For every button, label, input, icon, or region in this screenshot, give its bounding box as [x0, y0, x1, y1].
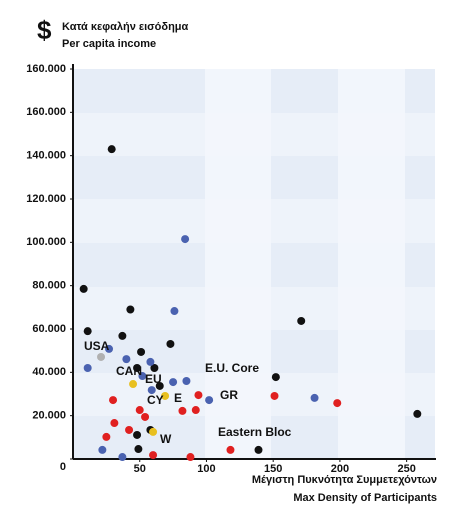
point — [166, 339, 175, 348]
point — [135, 406, 144, 415]
point — [146, 357, 155, 366]
point — [98, 445, 107, 454]
band — [73, 373, 435, 416]
point — [181, 235, 190, 244]
point — [310, 393, 319, 402]
point — [137, 347, 146, 356]
annotation: Eastern Bloc — [218, 425, 292, 439]
x-tick-label: 150 — [264, 463, 282, 475]
y-tick-label: 60.000 — [32, 323, 66, 335]
point — [170, 307, 179, 316]
point — [149, 427, 158, 436]
annotation: USA — [84, 339, 110, 353]
annotation: CAN — [116, 364, 142, 378]
point — [105, 344, 114, 353]
point — [126, 305, 135, 314]
y-tick-label: 0 — [60, 461, 66, 473]
point — [79, 284, 88, 293]
x-tick-label: 50 — [134, 463, 146, 475]
chart-subtitle: Per capita income — [62, 38, 156, 50]
point — [149, 451, 158, 460]
annotation: CY — [147, 393, 164, 407]
point — [118, 453, 127, 462]
point — [178, 406, 187, 415]
x-tick-label: 200 — [331, 463, 349, 475]
point — [109, 396, 118, 405]
x-axis-label: Μέγιστη Πυκνότητα Συμμετεχόντων — [252, 474, 437, 486]
annotation: EU — [145, 372, 162, 386]
annotation: E — [174, 391, 182, 405]
point — [129, 380, 138, 389]
point — [333, 399, 342, 408]
y-tick-label: 160.000 — [26, 63, 66, 75]
point — [254, 445, 263, 454]
point — [182, 377, 191, 385]
band — [73, 113, 435, 156]
y-tick-label: 160.000 — [26, 106, 66, 118]
point — [150, 364, 159, 372]
y-tick-label: 100.000 — [26, 236, 66, 248]
point — [118, 331, 127, 340]
point — [169, 378, 178, 387]
chart-title: Κατά κεφαλήν εισόδημα — [62, 21, 189, 33]
y-tick-label: 40.000 — [32, 366, 66, 378]
point — [122, 355, 131, 364]
point — [83, 327, 92, 336]
y-tick-label: 120.000 — [26, 193, 66, 205]
point — [413, 409, 422, 418]
annotation: GR — [220, 388, 238, 402]
point — [110, 419, 119, 428]
x-axis-label: Max Density of Participants — [293, 492, 437, 504]
point — [194, 391, 203, 400]
point — [226, 445, 235, 454]
point — [186, 453, 195, 462]
point — [83, 364, 92, 372]
annotation: W — [160, 432, 172, 446]
point — [134, 445, 143, 454]
point — [205, 396, 214, 405]
point — [102, 432, 111, 441]
annotation: E.U. Core — [205, 361, 259, 375]
point — [147, 386, 156, 395]
point — [191, 406, 200, 415]
point — [155, 381, 164, 390]
point — [107, 145, 116, 154]
point — [138, 372, 147, 381]
x-tick-label: 250 — [397, 463, 415, 475]
point — [133, 430, 142, 439]
point — [297, 316, 306, 325]
y-tick-label: 140.000 — [26, 150, 66, 162]
point — [97, 352, 106, 361]
point — [125, 425, 134, 434]
point — [141, 412, 150, 421]
band — [73, 199, 435, 243]
point — [161, 391, 170, 400]
y-tick-label: 80.000 — [32, 280, 66, 292]
point — [133, 364, 142, 372]
dollar-icon: $ — [37, 15, 52, 45]
y-tick-label: 20.000 — [32, 410, 66, 422]
point — [270, 391, 279, 400]
point — [271, 373, 280, 382]
x-tick-label: 100 — [197, 463, 215, 475]
